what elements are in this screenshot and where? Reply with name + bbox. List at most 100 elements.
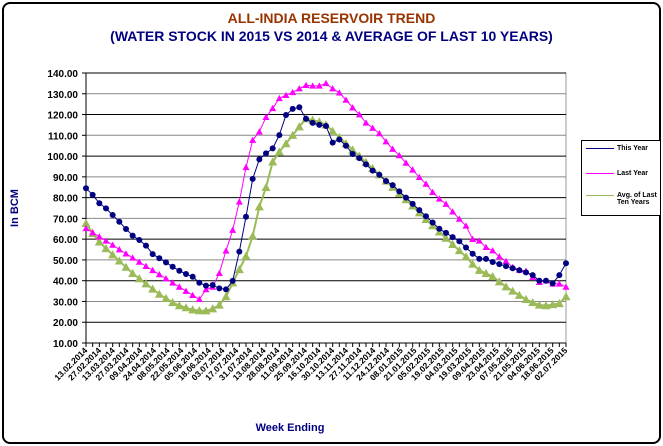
legend-label: Avg. of Last Ten Years xyxy=(617,192,657,206)
data-point xyxy=(456,238,463,245)
data-point xyxy=(502,257,510,264)
data-point xyxy=(215,269,223,277)
data-point xyxy=(554,299,564,308)
plot-area xyxy=(85,72,567,344)
data-point xyxy=(455,215,463,222)
data-point xyxy=(382,138,390,145)
data-point xyxy=(175,283,183,290)
legend-item-this-year: This Year xyxy=(586,145,648,152)
data-point xyxy=(81,218,91,227)
data-point xyxy=(248,231,258,240)
data-point xyxy=(362,119,370,126)
data-point xyxy=(221,292,231,301)
data-point xyxy=(335,89,343,96)
y-tick-label: 40.00 xyxy=(53,277,78,288)
data-point xyxy=(89,229,97,236)
data-point xyxy=(369,167,376,174)
data-point xyxy=(309,119,316,126)
y-tick-label: 10.00 xyxy=(53,339,78,350)
data-point xyxy=(295,85,303,92)
data-point xyxy=(376,171,383,178)
data-point xyxy=(283,111,289,118)
data-point xyxy=(468,259,478,268)
data-point xyxy=(429,219,436,226)
data-point xyxy=(196,279,203,286)
data-point xyxy=(463,244,469,251)
data-point xyxy=(275,94,283,102)
data-point xyxy=(123,225,129,232)
data-point xyxy=(303,115,309,122)
data-point xyxy=(529,272,536,279)
data-point xyxy=(274,147,284,156)
data-point xyxy=(561,292,571,301)
data-point xyxy=(469,235,477,242)
data-point xyxy=(223,286,229,293)
y-tick-label: 80.00 xyxy=(53,194,78,205)
data-point xyxy=(128,268,138,278)
data-point xyxy=(156,255,163,262)
data-point xyxy=(142,262,150,269)
data-point xyxy=(329,139,336,146)
data-point xyxy=(83,185,89,192)
data-point xyxy=(403,194,409,201)
data-point xyxy=(255,128,263,135)
data-point xyxy=(409,200,416,207)
data-point xyxy=(229,226,237,233)
y-tick-label: 90.00 xyxy=(53,173,78,184)
series-line-2 xyxy=(85,117,567,312)
data-point xyxy=(161,293,171,302)
data-point xyxy=(496,261,503,268)
data-point xyxy=(288,130,298,139)
data-point xyxy=(214,300,224,309)
data-point xyxy=(443,229,449,236)
data-point xyxy=(375,129,383,137)
data-point xyxy=(429,188,437,196)
data-point xyxy=(109,212,116,219)
data-point xyxy=(395,151,403,159)
data-point xyxy=(342,96,350,103)
data-point xyxy=(169,263,176,270)
data-point xyxy=(402,159,410,166)
data-point xyxy=(241,251,251,260)
data-point xyxy=(201,306,211,315)
data-point xyxy=(149,251,156,258)
data-point xyxy=(349,104,357,111)
y-tick-label: 110.00 xyxy=(48,131,78,142)
y-tick-label: 130.00 xyxy=(47,90,78,101)
data-point xyxy=(329,85,337,92)
data-point xyxy=(389,182,396,189)
data-point xyxy=(509,265,516,272)
data-point xyxy=(249,175,256,182)
data-point xyxy=(355,111,363,118)
data-point xyxy=(189,291,197,299)
data-point xyxy=(174,301,184,310)
data-point xyxy=(94,237,104,246)
data-point xyxy=(208,304,218,313)
data-point xyxy=(302,81,310,89)
data-point xyxy=(503,263,509,270)
y-axis-label: In BCM xyxy=(9,189,21,227)
data-point xyxy=(454,246,464,255)
data-point xyxy=(521,294,531,303)
data-point xyxy=(176,267,183,274)
y-tick-label: 50.00 xyxy=(53,256,78,267)
data-point xyxy=(136,236,143,243)
data-point xyxy=(155,270,163,278)
data-point xyxy=(422,180,430,187)
data-point xyxy=(442,200,450,207)
legend-label: This Year xyxy=(617,145,649,152)
data-point xyxy=(163,259,169,266)
data-point xyxy=(416,207,423,214)
data-point xyxy=(289,88,297,96)
data-point xyxy=(322,79,330,87)
data-point xyxy=(141,279,151,288)
y-tick-label: 120.00 xyxy=(47,111,78,122)
data-point xyxy=(261,182,271,192)
data-point xyxy=(316,121,323,128)
data-point xyxy=(256,156,263,163)
data-point xyxy=(289,105,296,112)
data-point xyxy=(182,287,190,294)
data-point xyxy=(323,122,329,129)
